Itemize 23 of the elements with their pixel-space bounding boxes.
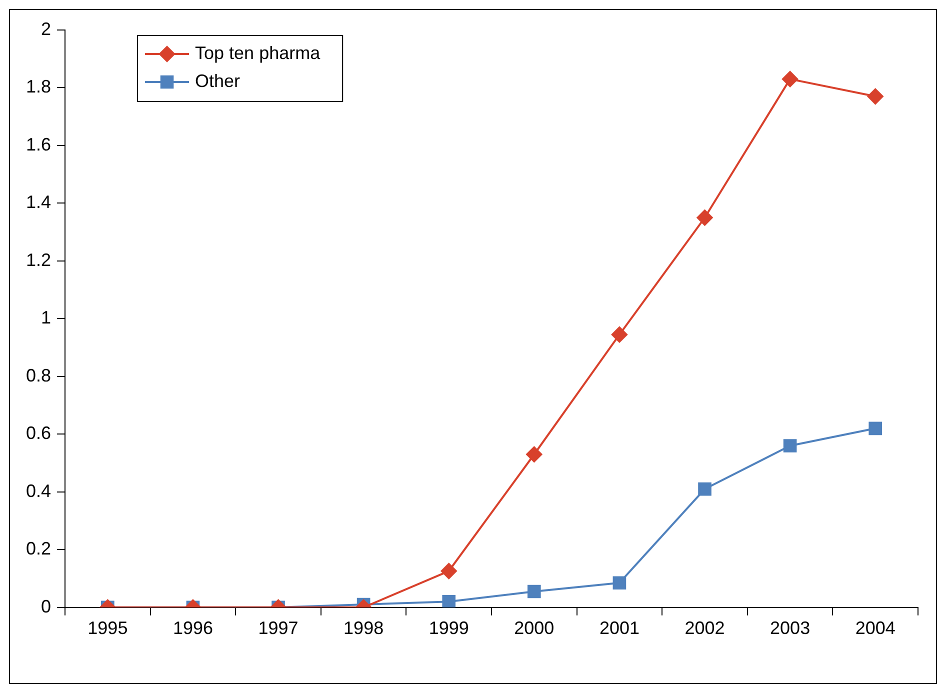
y-tick-label: 0.2	[26, 538, 52, 559]
x-tick-label: 2003	[770, 618, 810, 638]
x-tick-label: 1996	[172, 618, 213, 638]
legend-label: Other	[195, 70, 240, 91]
y-tick-label: 1	[41, 308, 52, 328]
x-tick-label: 2002	[684, 618, 725, 638]
y-tick-label: 0	[41, 596, 52, 616]
y-tick-label: 1.2	[26, 250, 52, 270]
y-tick-label: 1.4	[26, 192, 52, 212]
x-tick-label: 1999	[428, 618, 469, 638]
y-tick-label: 0.6	[26, 423, 52, 444]
x-tick-label: 2004	[855, 618, 896, 638]
x-tick-label: 2000	[514, 618, 554, 638]
legend-label: Top ten pharma	[195, 42, 322, 63]
x-tick-label: 1997	[258, 618, 298, 638]
y-tick-label: 1.8	[26, 76, 52, 97]
y-tick-label: 0.4	[26, 480, 52, 501]
y-tick-label: 1.6	[26, 134, 52, 154]
y-tick-label: 0.8	[26, 365, 52, 386]
x-tick-label: 2001	[599, 618, 640, 638]
x-tick-label: 1998	[344, 618, 384, 638]
x-tick-label: 1995	[88, 618, 128, 638]
y-tick-label: 2	[41, 18, 52, 39]
